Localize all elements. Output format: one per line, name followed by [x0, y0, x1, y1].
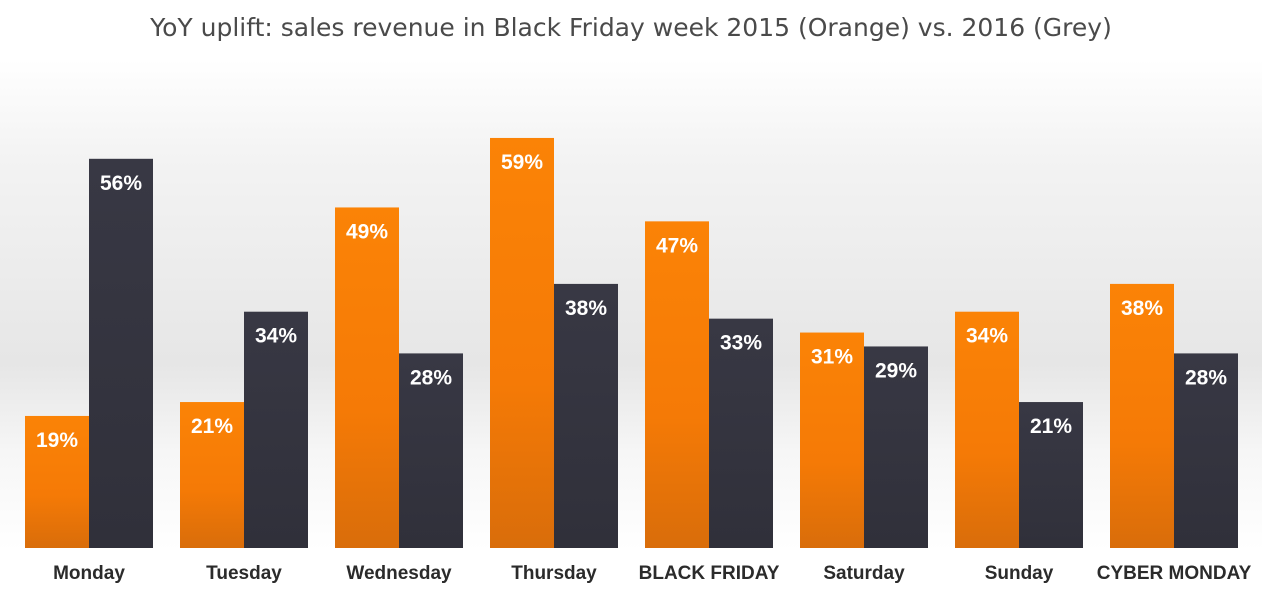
bar-2016-7: [1174, 353, 1238, 548]
bar-2015-5: [800, 332, 864, 548]
bar-2015-4: [645, 221, 709, 548]
bar-2016-1: [244, 311, 308, 548]
data-label: 31%: [811, 346, 853, 369]
data-label: 21%: [191, 415, 233, 438]
bar-2016-6: [1019, 402, 1083, 548]
category-label: CYBER MONDAY: [1097, 563, 1252, 584]
data-label: 38%: [1121, 297, 1163, 320]
data-label: 34%: [966, 325, 1008, 348]
data-label: 56%: [100, 172, 142, 195]
data-label: 28%: [410, 366, 452, 389]
bar-2016-3: [554, 283, 618, 548]
category-label: Thursday: [511, 563, 597, 584]
data-label: 47%: [656, 234, 698, 257]
data-label: 59%: [501, 151, 543, 174]
data-label: 34%: [255, 325, 297, 348]
bar-2015-7: [1110, 283, 1174, 548]
data-label: 33%: [720, 332, 762, 355]
bars: [25, 137, 1238, 549]
category-label: BLACK FRIDAY: [639, 563, 780, 584]
data-label: 28%: [1185, 366, 1227, 389]
bar-2016-5: [864, 346, 928, 548]
bar-2015-6: [955, 311, 1019, 548]
category-label: Sunday: [985, 563, 1054, 584]
category-label: Tuesday: [206, 563, 282, 584]
category-label: Wednesday: [346, 563, 452, 584]
bar-2015-1: [180, 402, 244, 548]
data-label: 38%: [565, 297, 607, 320]
bar-2016-4: [709, 318, 773, 548]
bar-2015-2: [335, 207, 399, 548]
category-labels: Monday Tuesday Wednesday Thursday BLACK FRID…: [53, 563, 1251, 584]
data-label: 19%: [36, 429, 78, 452]
data-label: 29%: [875, 359, 917, 382]
category-label: Saturday: [823, 563, 905, 584]
data-label: 49%: [346, 220, 388, 243]
chart-title: YoY uplift: sales revenue in Black Frida…: [149, 13, 1112, 42]
category-label: Monday: [53, 563, 125, 584]
bar-2016-0: [89, 158, 153, 549]
bar-2015-0: [25, 415, 89, 548]
data-label: 21%: [1030, 415, 1072, 438]
data-labels: 19% 56% 21% 34% 49% 28% 59% 38% 47% 33% 31% 29% 34% 2…: [36, 151, 1227, 452]
bar-2016-2: [399, 353, 463, 548]
bar-2015-3: [490, 137, 554, 548]
